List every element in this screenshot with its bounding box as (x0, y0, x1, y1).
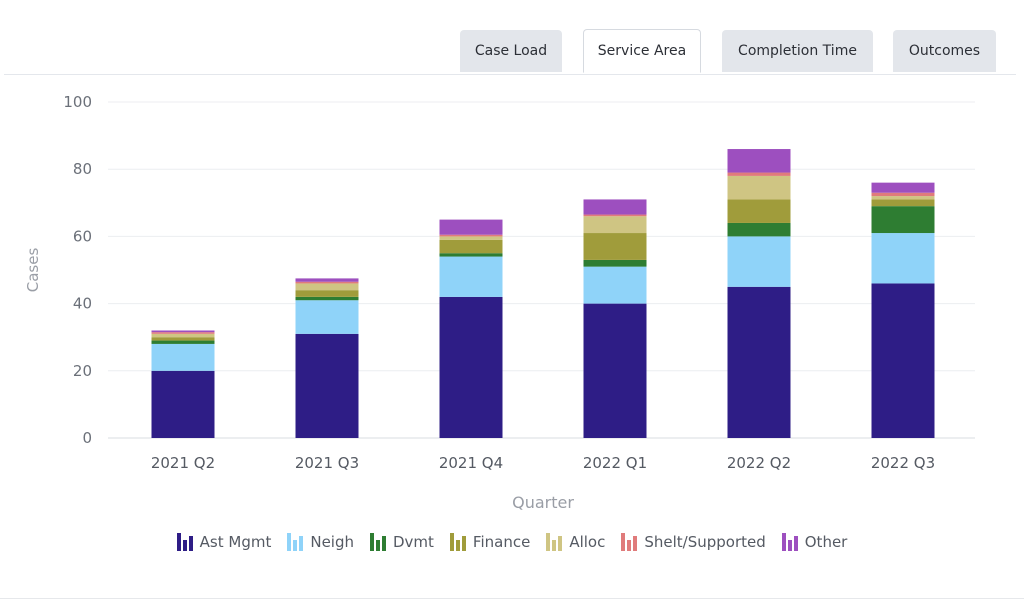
y-axis-label: Cases (24, 248, 42, 293)
x-tick-label: 2022 Q3 (871, 454, 935, 472)
x-tick-label: 2022 Q2 (727, 454, 791, 472)
bar-segment[interactable] (727, 175, 791, 200)
bar-segment[interactable] (439, 239, 503, 254)
stacked-bar-chart: 0 20 40 60 80 100 Cases 2021 Q2 2021 Q3 2021 Q4 20… (24, 93, 975, 512)
bar-segment[interactable] (151, 332, 215, 334)
y-tick-label: 40 (73, 295, 92, 313)
bar-segment[interactable] (151, 340, 215, 344)
legend-label: Neigh (310, 533, 354, 551)
bar-segment[interactable] (727, 149, 791, 173)
bar-segment[interactable] (295, 278, 359, 282)
bar-chart-icon (287, 533, 304, 551)
bar-segment[interactable] (151, 337, 215, 341)
bar-segment[interactable] (727, 286, 791, 438)
y-tick-label: 20 (73, 362, 92, 380)
bar-chart-icon (370, 533, 386, 551)
bar-segment[interactable] (295, 333, 359, 438)
bar-chart-icon (621, 533, 638, 551)
bar-segment[interactable] (151, 333, 215, 338)
legend-item[interactable]: Other (781, 533, 848, 551)
bar-segment[interactable] (727, 199, 791, 223)
bar-segment[interactable] (871, 206, 935, 234)
bar-segment[interactable] (583, 214, 647, 217)
legend-label: Shelt/Supported (644, 533, 766, 551)
bar-segment[interactable] (295, 300, 359, 334)
legend-item[interactable]: Shelt/Supported (621, 533, 766, 551)
bar-segment[interactable] (871, 233, 935, 284)
bar-chart-icon (449, 533, 466, 551)
tab-case-load[interactable]: Case Load (460, 30, 562, 72)
legend-item[interactable]: Neigh (287, 533, 354, 551)
bottom-divider (0, 598, 1024, 599)
legend-item[interactable]: Finance (449, 533, 531, 551)
y-tick-label: 0 (82, 429, 92, 447)
legend-label: Finance (472, 533, 531, 551)
y-tick-label: 80 (73, 160, 92, 178)
legend-item[interactable]: Alloc (546, 533, 605, 551)
y-tick-label: 60 (73, 227, 92, 245)
tab-outcomes[interactable]: Outcomes (893, 30, 996, 72)
bar-segment[interactable] (295, 290, 359, 297)
legend-label: Ast Mgmt (199, 533, 272, 551)
bar-segment[interactable] (583, 233, 647, 260)
bar-chart-icon (781, 533, 798, 551)
bar-segment[interactable] (151, 343, 215, 371)
bar-segment[interactable] (583, 199, 647, 215)
bar-segment[interactable] (871, 196, 935, 200)
tab-bar: Case Load Service Area Completion Time O… (4, 0, 1016, 75)
bar-segment[interactable] (871, 283, 935, 438)
bar-chart-icon (546, 533, 563, 551)
x-tick-label: 2022 Q1 (583, 454, 647, 472)
bar-segment[interactable] (439, 234, 503, 237)
bar-segment[interactable] (871, 192, 935, 197)
bar-chart-icon (176, 533, 193, 551)
legend-item[interactable]: Ast Mgmt (176, 533, 272, 551)
bar-segment[interactable] (727, 172, 791, 176)
legend-label: Alloc (569, 533, 606, 551)
bar-segment[interactable] (439, 236, 503, 240)
bar-segment[interactable] (871, 182, 935, 193)
tab-completion-time[interactable]: Completion Time (722, 30, 873, 72)
bar-segment[interactable] (439, 253, 503, 257)
bar-segment[interactable] (151, 370, 215, 438)
bar-segment[interactable] (295, 296, 359, 301)
chart-legend: Ast Mgmt Neigh Dvmt Finance Alloc Shelt/Suppo… (0, 530, 1024, 554)
bar-segment[interactable] (151, 330, 215, 333)
legend-item[interactable]: Dvmt (370, 533, 434, 551)
legend-label: Other (804, 533, 848, 551)
bar-segment[interactable] (583, 216, 647, 234)
legend-label: Dvmt (393, 533, 434, 551)
bar-segment[interactable] (727, 236, 791, 287)
bar-segment[interactable] (439, 219, 503, 235)
x-tick-label: 2021 Q2 (151, 454, 215, 472)
bar-segment[interactable] (727, 222, 791, 237)
tab-service-area[interactable]: Service Area (583, 29, 701, 73)
bar-segment[interactable] (583, 303, 647, 438)
y-tick-label: 100 (63, 93, 92, 111)
x-tick-label: 2021 Q4 (439, 454, 503, 472)
bar-segment[interactable] (871, 199, 935, 207)
bar-segment[interactable] (583, 266, 647, 304)
bar-segment[interactable] (439, 296, 503, 438)
bar-segment[interactable] (439, 256, 503, 297)
x-axis-label: Quarter (512, 493, 574, 512)
bar-segment[interactable] (295, 281, 359, 284)
bar-segment[interactable] (295, 283, 359, 291)
bar-segment[interactable] (583, 259, 647, 267)
x-tick-label: 2021 Q3 (295, 454, 359, 472)
